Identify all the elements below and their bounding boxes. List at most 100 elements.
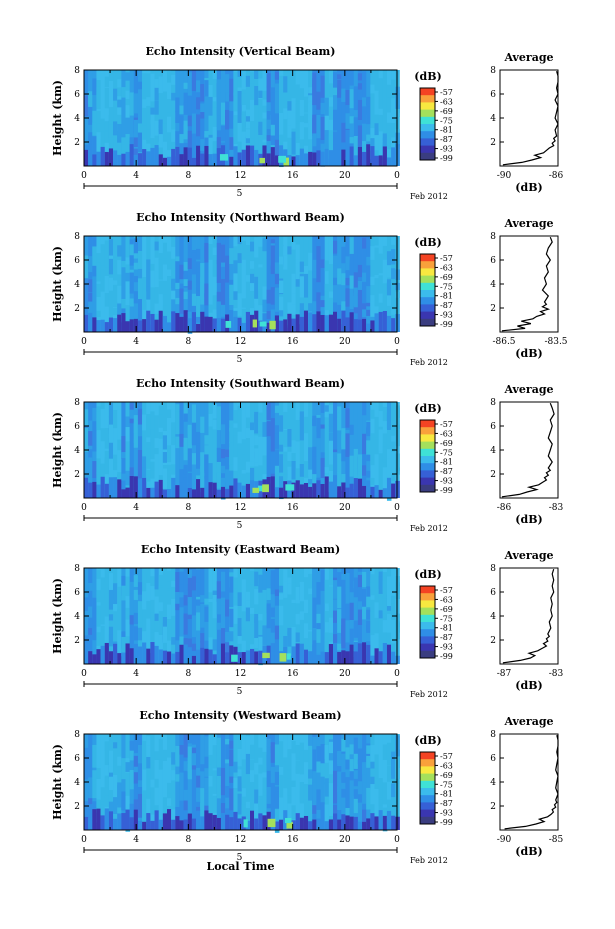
heatmap-streak <box>237 121 243 142</box>
heatmap-lowlevel <box>187 647 193 664</box>
heatmap-streak <box>191 300 197 319</box>
heatmap-streak <box>274 139 280 157</box>
heatmap-column <box>386 734 392 830</box>
heatmap-streak <box>104 568 110 583</box>
heatmap-column <box>345 568 350 664</box>
heatmap-streak <box>366 421 371 436</box>
colorbar-tick-label: -87 <box>440 135 453 144</box>
heatmap-streak <box>233 640 238 654</box>
colorbar: (dB)-57-63-69-75-81-87-93-99 <box>414 236 453 329</box>
heatmap-streak <box>171 809 176 825</box>
heatmap-streak <box>104 593 110 617</box>
heatmap-lowlevel <box>237 482 243 498</box>
heatmap-streak <box>229 427 234 443</box>
heatmap-streak <box>349 237 355 261</box>
heatmap-streak <box>171 280 176 291</box>
heatmap-streak <box>171 289 176 307</box>
heatmap-streak <box>245 801 251 809</box>
heatmap-streak <box>196 445 201 469</box>
heatmap-streak <box>320 428 326 453</box>
heatmap-lowlevel <box>312 644 317 664</box>
heatmap-streak <box>100 577 106 593</box>
heatmap-streak <box>291 110 297 129</box>
heatmap-streak <box>395 576 400 587</box>
heatmap-streak <box>142 107 147 126</box>
heatmap-streak <box>328 760 334 775</box>
colorbar-frame <box>419 419 436 493</box>
heatmap-streak <box>362 465 367 476</box>
heatmap-streak <box>386 292 392 306</box>
heatmap-lowlevel <box>357 319 363 332</box>
heatmap-streak <box>366 440 371 456</box>
heatmap-streak <box>274 262 280 285</box>
heatmap-streak <box>167 75 172 83</box>
heatmap-streak <box>208 786 214 799</box>
heatmap-lowlevel <box>175 816 180 830</box>
heatmap-column <box>374 70 380 166</box>
heatmap-streak <box>216 581 222 602</box>
heatmap-streak <box>113 456 118 471</box>
heatmap-streak <box>357 286 363 296</box>
heatmap-streak <box>295 257 301 267</box>
heatmap-streak <box>241 460 247 470</box>
heatmap-streak <box>204 768 209 777</box>
heatmap-streak <box>96 310 101 317</box>
heatmap-lowlevel <box>104 808 110 830</box>
x-tick-label: 16 <box>287 171 299 181</box>
heatmap-streak <box>312 133 317 147</box>
heatmap-streak <box>279 89 284 113</box>
heatmap-streak <box>299 789 305 802</box>
heatmap-streak <box>258 267 263 290</box>
heatmap-lowlevel <box>386 477 392 498</box>
heatmap-streak <box>196 775 201 788</box>
heatmap-streak <box>108 239 114 256</box>
heatmap-streak <box>312 259 317 275</box>
date-label: Feb 2012 <box>410 192 448 201</box>
heatmap-streak <box>220 449 226 459</box>
heatmap-lowlevel <box>362 151 367 166</box>
heatmap-streak <box>146 742 151 765</box>
heatmap-column <box>320 734 326 830</box>
heatmap-column <box>353 568 359 664</box>
heatmap-streak <box>200 277 205 292</box>
heatmap-streak <box>117 106 122 115</box>
profile-x-label: (dB) <box>515 679 542 692</box>
heatmap-streak <box>245 417 251 429</box>
heatmap-streak <box>212 255 218 277</box>
heatmap-lowlevel <box>158 819 164 830</box>
heatmap-streak <box>295 745 301 758</box>
heatmap-streak <box>258 747 263 758</box>
heatmap-column <box>266 70 272 166</box>
heatmap-lowlevel <box>137 821 143 830</box>
colorbar-swatch <box>420 759 435 767</box>
heatmap-lowlevel <box>212 654 218 664</box>
heatmap-streak <box>316 746 321 762</box>
heatmap-streak <box>337 79 342 98</box>
heatmap-streak <box>245 591 251 609</box>
heatmap-streak <box>113 256 118 281</box>
x-tick-label: 20 <box>339 669 351 679</box>
colorbar-swatch <box>420 470 435 479</box>
heatmap-warm-spot <box>267 818 276 828</box>
heatmap-column <box>154 70 160 166</box>
profile-frame <box>499 401 559 499</box>
heatmap-lowlevel <box>129 319 135 332</box>
heatmap-lowlevel <box>162 813 168 830</box>
colorbar-tick-label: -99 <box>440 652 453 661</box>
heatmap-streak <box>88 301 93 315</box>
heatmap-streak <box>320 117 326 140</box>
heatmap-streak <box>349 424 355 435</box>
colorbar-tick-label: -81 <box>440 458 453 467</box>
heatmap-lowlevel <box>225 814 230 830</box>
heatmap-column <box>212 402 218 498</box>
heatmap-streak <box>274 405 280 413</box>
heatmap-streak <box>154 613 160 621</box>
heatmap-streak <box>299 581 305 602</box>
x-tick-label: 16 <box>287 337 299 347</box>
heatmap-streak <box>229 128 234 145</box>
heatmap-streak <box>171 464 176 475</box>
heatmap-streak <box>245 472 251 494</box>
heatmap-streak <box>362 74 367 98</box>
heatmap-streak <box>250 430 255 450</box>
